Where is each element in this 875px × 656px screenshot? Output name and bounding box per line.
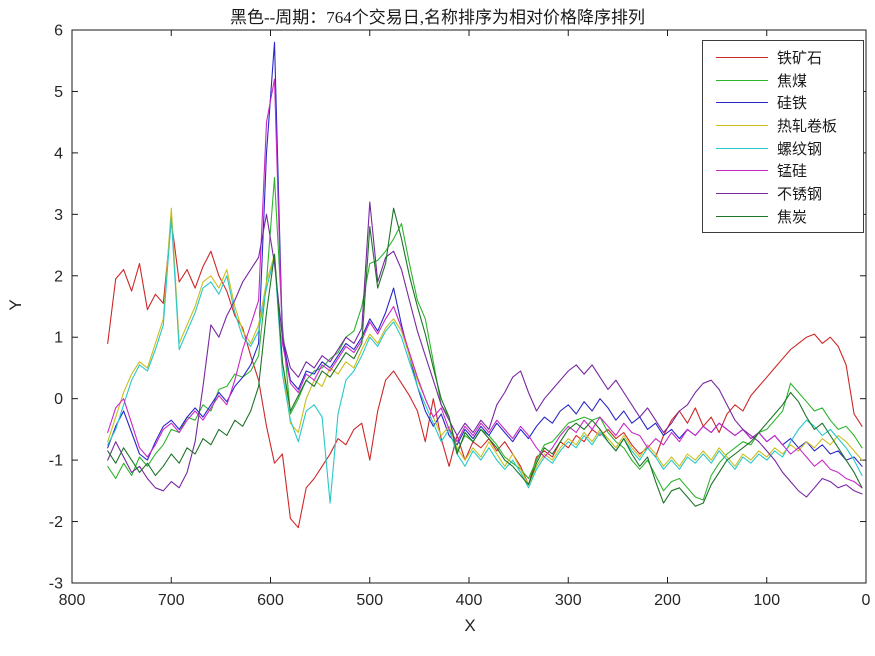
series-line-coke — [107, 207, 863, 507]
series-line-iron-ore — [107, 219, 863, 529]
x-tick-label: 500 — [356, 592, 383, 609]
legend-line-swatch — [716, 102, 768, 104]
y-axis-label: Y — [6, 299, 25, 311]
legend-line-swatch — [716, 56, 768, 58]
x-tick-label: 200 — [654, 592, 681, 609]
legend-line-swatch — [716, 79, 768, 81]
legend-item-hot-rolled-coil: 热轧卷板 — [703, 114, 863, 137]
legend: 铁矿石焦煤硅铁热轧卷板螺纹钢锰硅不锈钢焦炭 — [702, 40, 864, 233]
legend-line-swatch — [716, 215, 768, 217]
legend-label: 热轧卷板 — [777, 118, 838, 135]
legend-label: 铁矿石 — [777, 50, 823, 67]
x-axis-label: X — [464, 616, 476, 635]
y-tick-label: 1 — [54, 330, 63, 347]
x-tick-label: 600 — [257, 592, 284, 609]
legend-label: 螺纹钢 — [777, 141, 823, 158]
y-tick-label: 2 — [54, 268, 63, 285]
y-tick-label: 6 — [54, 23, 63, 40]
legend-item-stainless-steel: 不锈钢 — [703, 182, 863, 205]
y-tick-label: -1 — [49, 453, 63, 470]
x-tick-label: 0 — [862, 592, 871, 609]
x-tick-label: 700 — [158, 592, 185, 609]
series-line-hot-rolled-coil — [107, 207, 863, 486]
legend-line-swatch — [716, 170, 768, 172]
y-tick-label: 3 — [54, 207, 63, 224]
y-tick-label: 0 — [54, 391, 63, 408]
legend-item-silicomanganese: 锰硅 — [703, 159, 863, 182]
legend-label: 锰硅 — [777, 164, 808, 181]
y-tick-label: 5 — [54, 84, 63, 101]
legend-line-swatch — [716, 147, 768, 149]
legend-label: 不锈钢 — [777, 186, 823, 203]
series-line-silicomanganese — [107, 78, 863, 489]
legend-item-coke: 焦炭 — [703, 205, 863, 228]
series-line-rebar — [107, 216, 863, 504]
x-tick-label: 400 — [456, 592, 483, 609]
legend-label: 焦炭 — [777, 209, 808, 226]
legend-item-ferrosilicon: 硅铁 — [703, 91, 863, 114]
series-line-coking-coal — [107, 176, 863, 501]
legend-label: 硅铁 — [777, 96, 808, 113]
legend-line-swatch — [716, 124, 768, 126]
legend-label: 焦煤 — [777, 73, 808, 90]
x-tick-label: 800 — [59, 592, 86, 609]
legend-line-swatch — [716, 192, 768, 194]
x-tick-label: 300 — [555, 592, 582, 609]
legend-item-rebar: 螺纹钢 — [703, 137, 863, 160]
y-tick-label: -2 — [49, 514, 63, 531]
x-tick-label: 100 — [753, 592, 780, 609]
legend-item-coking-coal: 焦煤 — [703, 69, 863, 92]
legend-item-iron-ore: 铁矿石 — [703, 46, 863, 69]
y-tick-label: -3 — [49, 576, 63, 593]
chart-title: 黑色--周期：764个交易日,名称排序为相对价格降序排列 — [229, 8, 646, 27]
series-line-stainless-steel — [107, 201, 863, 498]
y-tick-label: 4 — [54, 145, 63, 162]
